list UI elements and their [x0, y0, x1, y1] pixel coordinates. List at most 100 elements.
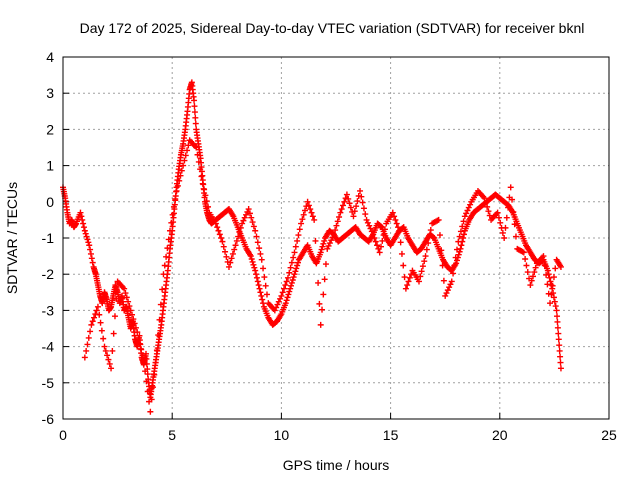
- data-point-1-45-2: [379, 237, 386, 244]
- data-point-1-32-3: [295, 232, 302, 239]
- data-point-1-10-4: [152, 359, 159, 366]
- data-point-1-20-4: [218, 235, 225, 241]
- data-point-1-39-0: [337, 209, 344, 216]
- data-point-1-20-2: [215, 227, 222, 234]
- data-point-1-12-1: [161, 262, 168, 269]
- data-point-1-47-2: [392, 216, 399, 223]
- data-point-1-45-1: [377, 243, 384, 250]
- data-point-0-143-0: [553, 307, 560, 314]
- data-point-1-31-0: [284, 274, 291, 281]
- data-point-1-65-4: [512, 233, 519, 240]
- data-point-1-47-3: [393, 220, 400, 227]
- data-point-0-89-2: [319, 243, 326, 250]
- data-point-1-49-3: [406, 274, 413, 281]
- data-point-1-49-0: [402, 285, 409, 292]
- data-point-1-58-0: [461, 213, 468, 220]
- data-point-1-35-3: [315, 279, 322, 286]
- data-point-1-38-2: [333, 222, 340, 229]
- data-point-0-82-3: [289, 276, 296, 283]
- data-point-1-34-4: [309, 213, 316, 220]
- data-point-0-143-2: [554, 318, 561, 325]
- data-point-1-0-4: [87, 328, 94, 335]
- data-point-1-45-0: [376, 249, 383, 256]
- data-point-1-15-2: [182, 152, 189, 159]
- data-point-0-9-2: [87, 250, 94, 257]
- data-point-1-57-1: [456, 233, 463, 240]
- data-point-1-38-3: [334, 218, 341, 225]
- data-point-1-13-1: [168, 219, 175, 226]
- data-point-1-10-1: [148, 396, 155, 403]
- data-point-1-2-4: [100, 335, 107, 342]
- data-point-0-121-4: [460, 231, 467, 238]
- data-point-1-65-0: [507, 184, 514, 191]
- data-point-1-25-2: [248, 214, 255, 221]
- data-point-0-74-3: [254, 278, 261, 285]
- data-point-1-35-1: [312, 237, 319, 244]
- data-point-1-71-2: [549, 282, 556, 289]
- data-point-1-0-2: [84, 341, 91, 348]
- data-point-1-21-3: [223, 253, 230, 260]
- data-point-1-54-1: [436, 232, 443, 239]
- data-point-0-56-1: [191, 103, 198, 110]
- y-tick-label: -4: [42, 339, 55, 355]
- data-point-1-56-2: [451, 262, 458, 269]
- data-point-1-32-2: [294, 237, 301, 244]
- data-point-1-0-3: [85, 334, 92, 341]
- data-point-1-15-0: [180, 162, 187, 169]
- data-point-1-11-4: [159, 286, 166, 293]
- data-point-1-70-1: [541, 262, 548, 269]
- data-point-0-56-2: [191, 109, 198, 116]
- data-point-1-27-4: [263, 291, 270, 298]
- data-point-1-7-4: [132, 324, 139, 331]
- data-point-1-49-1: [404, 282, 411, 289]
- data-point-0-83-3: [294, 262, 301, 269]
- data-point-1-2-0: [94, 303, 101, 310]
- data-point-1-71-4: [552, 265, 559, 272]
- data-point-1-34-0: [304, 198, 311, 205]
- data-point-1-11-1: [155, 332, 162, 339]
- data-point-0-89-1: [318, 246, 325, 253]
- data-point-1-13-4: [172, 195, 179, 202]
- data-point-0-56-0: [191, 97, 198, 104]
- data-point-1-2-1: [96, 311, 103, 318]
- data-point-1-47-1: [391, 213, 398, 220]
- data-point-1-57-3: [459, 223, 466, 230]
- y-tick-label: 2: [46, 121, 54, 137]
- data-point-1-7-0: [127, 307, 134, 314]
- data-point-1-14-0: [173, 187, 180, 194]
- data-point-1-41-1: [351, 208, 358, 215]
- data-point-0-143-3: [554, 324, 561, 331]
- axis-ticks: 0 5 10 15 20 25 -6 -5 -4 -3 -2 -1 0 1 2 3 4: [42, 49, 617, 443]
- data-point-1-71-3: [550, 274, 557, 281]
- y-tick-label: -2: [42, 266, 55, 282]
- plot-frame: [62, 56, 610, 420]
- data-point-1-68-1: [528, 277, 535, 284]
- data-point-1-38-1: [332, 227, 339, 234]
- data-point-1-27-0: [258, 256, 265, 263]
- y-tick-label: -5: [42, 375, 55, 391]
- data-point-1-1-3: [92, 311, 99, 318]
- data-point-1-63-1: [495, 214, 502, 221]
- data-point-1-26-1: [253, 233, 260, 240]
- data-point-1-33-0: [298, 220, 305, 227]
- data-point-1-70-0: [540, 253, 547, 260]
- data-point-0-9-0: [86, 242, 93, 249]
- data-point-1-21-0: [219, 238, 226, 245]
- data-point-1-0-1: [83, 347, 90, 354]
- data-point-1-31-2: [287, 264, 294, 271]
- data-point-1-26-2: [254, 239, 261, 246]
- data-point-1-31-4: [290, 254, 297, 261]
- y-tick-label: -6: [42, 411, 55, 427]
- data-point-1-63-2: [497, 219, 504, 226]
- data-marks: [60, 79, 564, 415]
- data-point-1-12-4: [165, 236, 172, 243]
- data-point-1-42-3: [360, 205, 367, 212]
- data-point-1-17-0: [193, 144, 200, 151]
- data-point-1-17-2: [195, 158, 202, 165]
- data-point-1-9-2: [143, 378, 150, 385]
- data-point-1-27-2: [261, 274, 268, 281]
- data-point-1-22-3: [229, 250, 236, 257]
- data-point-0-73-4: [251, 264, 258, 271]
- data-point-1-21-2: [222, 248, 229, 255]
- data-point-0-81-3: [285, 291, 292, 298]
